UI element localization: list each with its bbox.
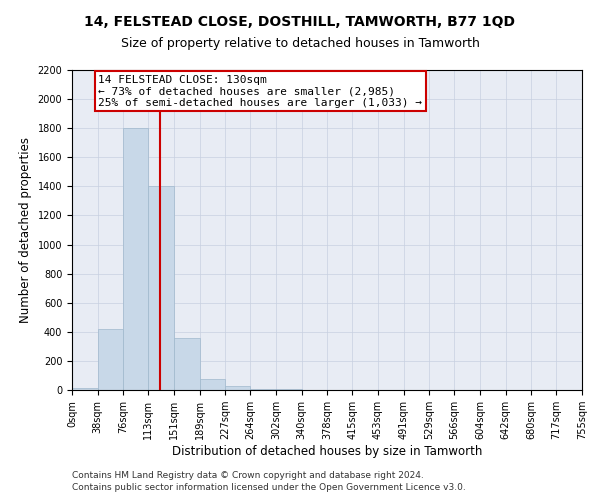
Bar (250, 388, 276, 390)
Bar (98, 329, 124, 390)
Text: Contains HM Land Registry data © Crown copyright and database right 2024.: Contains HM Land Registry data © Crown c… (72, 471, 424, 480)
Text: 14 FELSTEAD CLOSE: 130sqm
← 73% of detached houses are smaller (2,985)
25% of se: 14 FELSTEAD CLOSE: 130sqm ← 73% of detac… (98, 75, 422, 108)
Bar (72, 388, 98, 390)
X-axis label: Distribution of detached houses by size in Tamworth: Distribution of detached houses by size … (172, 445, 482, 458)
Bar (226, 386, 250, 390)
Text: 14, FELSTEAD CLOSE, DOSTHILL, TAMWORTH, B77 1QD: 14, FELSTEAD CLOSE, DOSTHILL, TAMWORTH, … (85, 15, 515, 29)
Bar (200, 379, 226, 390)
Bar (124, 128, 148, 390)
Text: Size of property relative to detached houses in Tamworth: Size of property relative to detached ho… (121, 38, 479, 51)
Y-axis label: Number of detached properties: Number of detached properties (19, 137, 32, 323)
Bar (148, 186, 174, 390)
Bar (174, 338, 200, 390)
Text: Contains public sector information licensed under the Open Government Licence v3: Contains public sector information licen… (72, 484, 466, 492)
